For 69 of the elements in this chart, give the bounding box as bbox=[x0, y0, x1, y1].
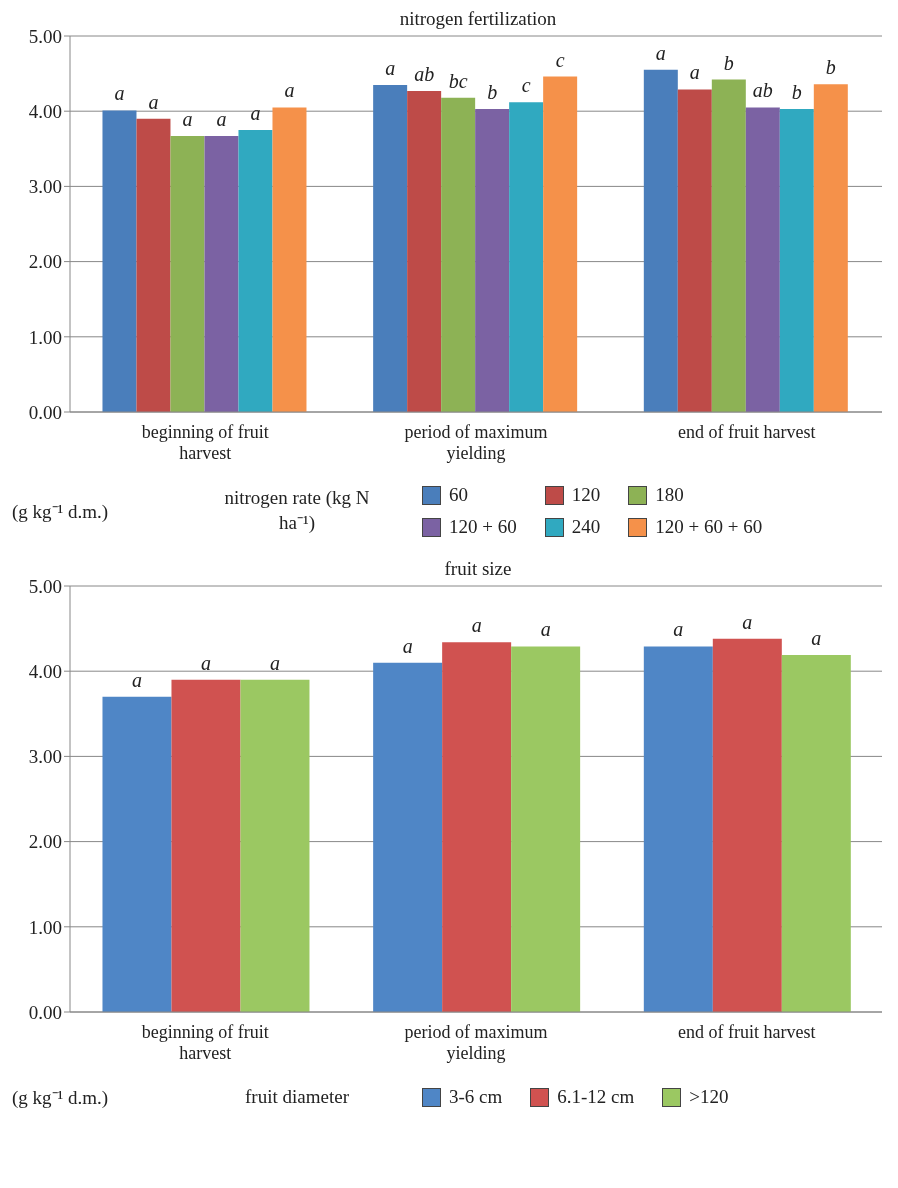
data-label: a bbox=[673, 618, 684, 641]
data-label: a bbox=[689, 61, 700, 84]
data-label: a bbox=[385, 56, 396, 79]
data-label: a bbox=[402, 634, 413, 657]
bar bbox=[712, 638, 782, 1012]
y-tick-label: 3.00 bbox=[28, 176, 62, 198]
y-tick-label: 5.00 bbox=[28, 575, 62, 597]
y-tick-label: 1.00 bbox=[28, 326, 62, 348]
chart-title: nitrogen fertilization bbox=[398, 8, 558, 30]
y-tick-label: 1.00 bbox=[28, 916, 62, 938]
legend-label: 3-6 cm bbox=[449, 1086, 503, 1108]
legend-label: 120 bbox=[571, 484, 601, 506]
data-label: b bbox=[723, 51, 734, 74]
data-label: b bbox=[791, 80, 802, 103]
data-label: a bbox=[655, 41, 666, 64]
data-label: a bbox=[471, 614, 482, 637]
legend-label: 240 bbox=[571, 516, 601, 538]
y-tick-label: 0.00 bbox=[28, 401, 62, 423]
x-tick-label: end of fruit harvest bbox=[677, 422, 816, 442]
data-label: a bbox=[250, 102, 261, 124]
bar bbox=[643, 646, 713, 1012]
legend-label: 6.1-12 cm bbox=[557, 1086, 635, 1108]
data-label: a bbox=[742, 610, 753, 633]
bar bbox=[373, 662, 443, 1012]
data-label: b bbox=[487, 80, 498, 103]
bar bbox=[171, 679, 241, 1012]
bar bbox=[511, 646, 581, 1012]
y-tick-label: 5.00 bbox=[28, 25, 62, 47]
data-label: b bbox=[825, 56, 836, 79]
data-label: a bbox=[182, 108, 193, 131]
data-label: a bbox=[216, 108, 227, 131]
x-tick-label: period of maximum yielding bbox=[404, 1022, 548, 1063]
y-tick-label: 2.00 bbox=[28, 831, 62, 853]
legend-label: 180 bbox=[655, 484, 684, 506]
y-tick-label: 4.00 bbox=[28, 100, 62, 122]
data-label: ab bbox=[414, 62, 435, 85]
bar bbox=[240, 679, 310, 1012]
chart-title: fruit size bbox=[443, 558, 513, 580]
data-label: a bbox=[269, 651, 280, 674]
legend-label: 120 + 60 + 60 bbox=[655, 516, 763, 538]
data-label: bc bbox=[448, 69, 468, 92]
data-label: a bbox=[148, 90, 159, 113]
data-label: a bbox=[811, 627, 822, 650]
legend-title: nitrogen rate (kg N ha⁻¹) bbox=[223, 487, 371, 535]
x-tick-label: beginning of fruit harvest bbox=[141, 1022, 269, 1063]
data-label: a bbox=[114, 82, 125, 105]
y-tick-label: 4.00 bbox=[28, 660, 62, 682]
bar bbox=[781, 655, 851, 1012]
x-tick-label: end of fruit harvest bbox=[677, 1022, 816, 1042]
data-label: a bbox=[540, 618, 551, 641]
legend-label: >120 bbox=[689, 1086, 729, 1108]
legend-label: 120 + 60 bbox=[449, 516, 517, 538]
y-axis-title: (g kg⁻¹ d.m.) bbox=[11, 500, 110, 524]
legend-title: fruit diameter bbox=[244, 1086, 350, 1108]
data-label: c bbox=[555, 48, 565, 71]
data-label: a bbox=[200, 651, 211, 674]
y-axis-title: (g kg⁻¹ d.m.) bbox=[11, 1086, 110, 1110]
data-label: c bbox=[521, 74, 531, 97]
bar bbox=[442, 642, 512, 1012]
legend-label: 60 bbox=[449, 484, 468, 506]
data-label: a bbox=[284, 79, 295, 102]
y-tick-label: 2.00 bbox=[28, 251, 62, 273]
x-tick-label: beginning of fruit harvest bbox=[141, 422, 269, 463]
data-label: ab bbox=[752, 79, 773, 102]
bar bbox=[102, 696, 172, 1012]
y-tick-label: 3.00 bbox=[28, 746, 62, 768]
data-label: a bbox=[131, 668, 142, 691]
y-tick-label: 0.00 bbox=[28, 1001, 62, 1023]
x-tick-label: period of maximum yielding bbox=[404, 422, 548, 463]
